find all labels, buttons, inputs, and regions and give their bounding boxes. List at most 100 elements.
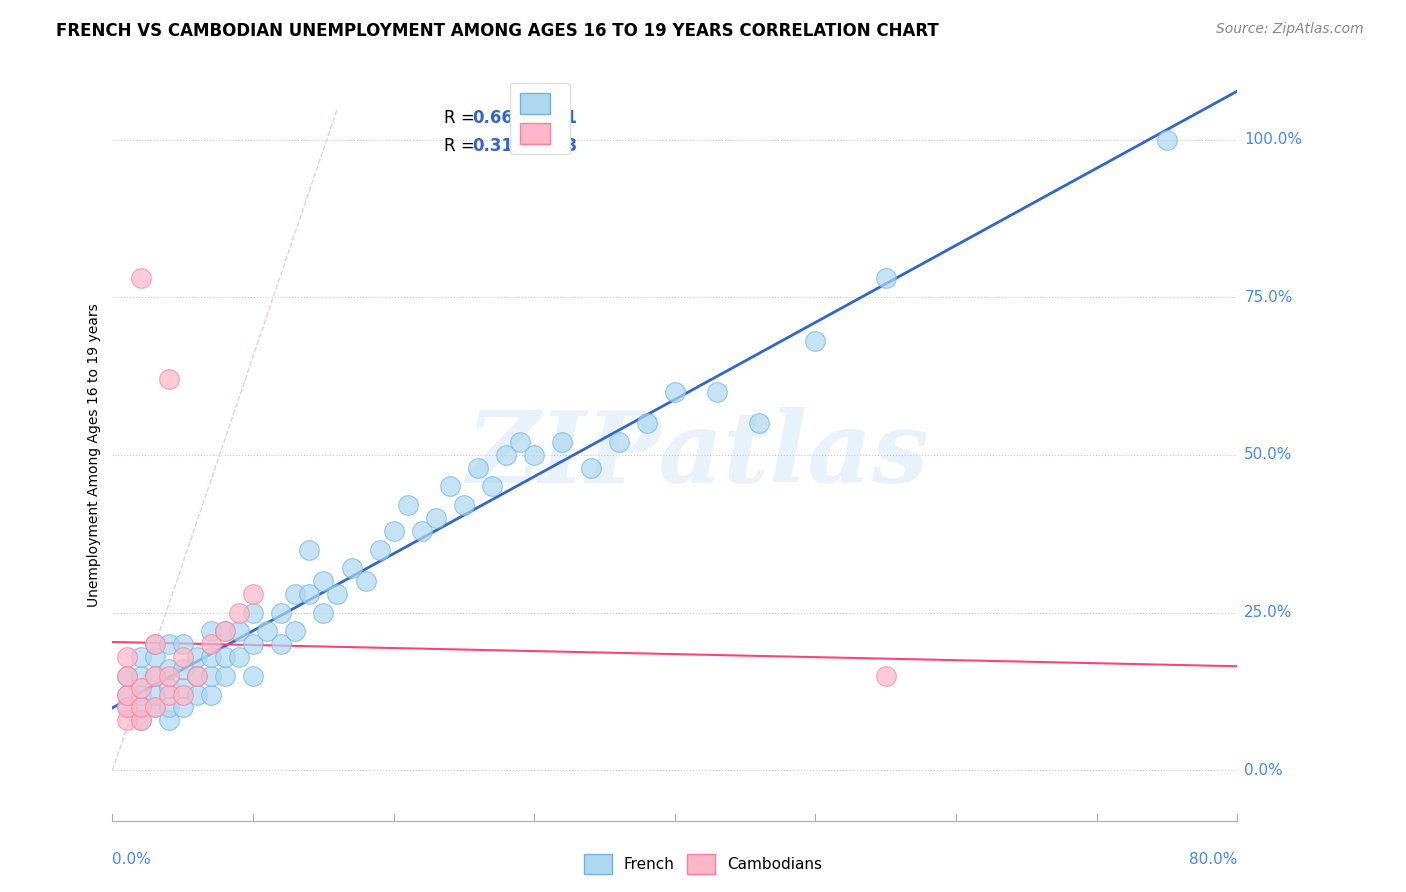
Text: 25.0%: 25.0% — [1244, 605, 1292, 620]
Text: 0.662: 0.662 — [472, 110, 524, 128]
Point — [172, 681, 194, 696]
Point — [748, 417, 770, 431]
Text: 0.313: 0.313 — [472, 137, 524, 155]
Point — [143, 688, 166, 702]
Point — [186, 668, 208, 682]
Point — [804, 334, 827, 349]
Point — [200, 624, 222, 639]
Point — [242, 637, 264, 651]
Point — [200, 649, 222, 664]
Point — [706, 384, 728, 399]
Point — [115, 668, 138, 682]
Point — [1156, 133, 1178, 147]
Point — [214, 624, 236, 639]
Point — [354, 574, 377, 588]
Point — [228, 624, 250, 639]
Point — [228, 649, 250, 664]
Point — [228, 606, 250, 620]
Text: 100.0%: 100.0% — [1244, 132, 1302, 147]
Text: 71: 71 — [554, 110, 578, 128]
Point — [186, 668, 208, 682]
Text: R =: R = — [444, 137, 481, 155]
Point — [453, 499, 475, 513]
Point — [256, 624, 278, 639]
Point — [172, 662, 194, 676]
Point — [129, 649, 152, 664]
Point — [129, 688, 152, 702]
Point — [579, 460, 602, 475]
Text: 50.0%: 50.0% — [1244, 448, 1292, 462]
Point — [509, 435, 531, 450]
Text: 0.0%: 0.0% — [112, 852, 152, 867]
Point — [157, 668, 180, 682]
Point — [172, 649, 194, 664]
Point — [157, 662, 180, 676]
Point — [115, 688, 138, 702]
Point — [270, 637, 292, 651]
Point — [664, 384, 686, 399]
Point — [143, 700, 166, 714]
Point — [143, 637, 166, 651]
Point — [129, 700, 152, 714]
Point — [143, 668, 166, 682]
Point — [143, 649, 166, 664]
Text: FRENCH VS CAMBODIAN UNEMPLOYMENT AMONG AGES 16 TO 19 YEARS CORRELATION CHART: FRENCH VS CAMBODIAN UNEMPLOYMENT AMONG A… — [56, 22, 939, 40]
Point — [115, 700, 138, 714]
Point — [382, 524, 405, 538]
Point — [298, 587, 321, 601]
Text: R =: R = — [444, 110, 481, 128]
Point — [607, 435, 630, 450]
Point — [172, 700, 194, 714]
Point — [143, 700, 166, 714]
Point — [284, 624, 307, 639]
Point — [298, 542, 321, 557]
Point — [242, 668, 264, 682]
Point — [115, 713, 138, 727]
Point — [129, 700, 152, 714]
Point — [312, 606, 335, 620]
Point — [396, 499, 419, 513]
Point — [368, 542, 391, 557]
Point — [129, 271, 152, 285]
Point — [172, 688, 194, 702]
Text: Source: ZipAtlas.com: Source: ZipAtlas.com — [1216, 22, 1364, 37]
Text: N =: N = — [529, 110, 565, 128]
Point — [214, 624, 236, 639]
Point — [115, 700, 138, 714]
Point — [129, 713, 152, 727]
Point — [636, 417, 658, 431]
Point — [467, 460, 489, 475]
Point — [115, 668, 138, 682]
Point — [157, 681, 180, 696]
Text: 75.0%: 75.0% — [1244, 290, 1292, 305]
Point — [340, 561, 363, 575]
Point — [495, 448, 517, 462]
Point — [214, 649, 236, 664]
Point — [200, 637, 222, 651]
Point — [439, 479, 461, 493]
Point — [157, 700, 180, 714]
Point — [270, 606, 292, 620]
Text: 23: 23 — [554, 137, 578, 155]
Y-axis label: Unemployment Among Ages 16 to 19 years: Unemployment Among Ages 16 to 19 years — [87, 303, 101, 607]
Text: ZIPatlas: ZIPatlas — [467, 407, 928, 503]
Point — [411, 524, 433, 538]
Point — [115, 688, 138, 702]
Point — [172, 637, 194, 651]
Point — [326, 587, 349, 601]
Point — [284, 587, 307, 601]
Legend: , : , — [510, 83, 569, 154]
Point — [523, 448, 546, 462]
Point — [186, 688, 208, 702]
Point — [200, 668, 222, 682]
Text: 0.0%: 0.0% — [1244, 763, 1284, 778]
Point — [481, 479, 503, 493]
Point — [875, 668, 897, 682]
Point — [186, 649, 208, 664]
Point — [551, 435, 574, 450]
Point — [115, 649, 138, 664]
Text: N =: N = — [529, 137, 565, 155]
Point — [157, 688, 180, 702]
Text: 80.0%: 80.0% — [1189, 852, 1237, 867]
Point — [129, 681, 152, 696]
